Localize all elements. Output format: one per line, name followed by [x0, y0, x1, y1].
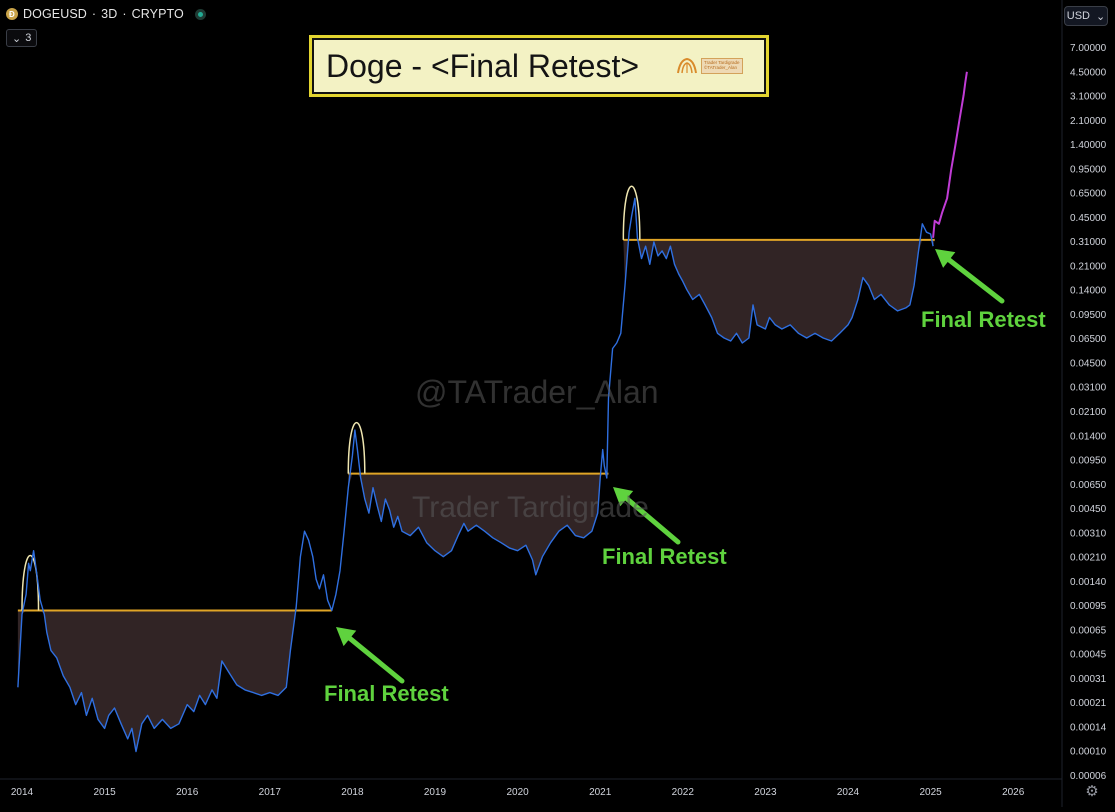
y-tick-label: 0.95000 [1070, 164, 1107, 175]
logo-text: Trader Tardigrade ©TATrader_Alan [701, 58, 743, 74]
annotation-final-retest: Final Retest [602, 544, 727, 569]
y-tick-label: 0.06500 [1070, 334, 1107, 345]
x-tick-label: 2026 [1002, 787, 1025, 798]
annotation-final-retest: Final Retest [921, 307, 1046, 332]
tardigrade-icon [677, 57, 697, 74]
y-tick-label: 0.00450 [1070, 504, 1107, 515]
market-status-icon [194, 8, 206, 20]
y-tick-label: 0.00006 [1070, 771, 1107, 782]
x-tick-label: 2025 [919, 787, 942, 798]
x-tick-label: 2014 [11, 787, 34, 798]
projection-line [932, 71, 968, 238]
y-tick-label: 0.45000 [1070, 213, 1107, 224]
logo-line-2: ©TATrader_Alan [704, 65, 737, 70]
y-tick-label: 0.00031 [1070, 674, 1107, 685]
indicator-count: 3 [25, 32, 32, 44]
y-tick-label: 0.03100 [1070, 383, 1107, 394]
peak-arc [21, 555, 40, 611]
arrow-head [935, 249, 956, 268]
arrow-shaft [946, 257, 1005, 304]
y-tick-label: 0.14000 [1070, 286, 1107, 297]
currency-selector[interactable]: USD ⌄ [1064, 6, 1108, 26]
y-tick-label: 1.40000 [1070, 140, 1107, 151]
indicators-toggle[interactable]: ⌄ 3 [6, 29, 38, 47]
separator: · [91, 7, 97, 21]
price-line [17, 197, 934, 753]
y-tick-label: 0.04500 [1070, 358, 1107, 369]
cup-fill [348, 473, 609, 575]
x-tick-label: 2015 [93, 787, 116, 798]
chevron-down-icon: ⌄ [12, 32, 22, 45]
y-tick-label: 4.50000 [1070, 67, 1107, 78]
y-tick-label: 0.00950 [1070, 456, 1107, 467]
symbol-header[interactable]: Ð DOGEUSD · 3D · CRYPTO [6, 7, 206, 21]
y-tick-label: 0.00140 [1070, 577, 1107, 588]
peak-arc [622, 185, 641, 240]
gear-icon[interactable]: ⚙ [1085, 783, 1099, 800]
y-tick-label: 0.00310 [1070, 528, 1107, 539]
watermark-brand: Trader Tardigrade [412, 491, 649, 524]
arrow-shaft [624, 496, 681, 545]
y-tick-label: 0.65000 [1070, 189, 1107, 200]
doge-coin-icon: Ð [6, 8, 18, 20]
arrow-shaft [347, 635, 405, 684]
y-tick-label: 0.00014 [1070, 722, 1107, 733]
y-tick-label: 0.01400 [1070, 431, 1107, 442]
x-tick-label: 2018 [341, 787, 364, 798]
y-tick-label: 0.00095 [1070, 601, 1107, 612]
y-tick-label: 0.00210 [1070, 553, 1107, 564]
cup-fill [623, 239, 935, 343]
arrow-head [613, 487, 634, 507]
chart-title-box: Doge - <Final Retest> Trader Tardigrade … [309, 35, 769, 97]
x-tick-label: 2023 [754, 787, 777, 798]
y-tick-label: 0.00065 [1070, 625, 1107, 636]
arrow-head [336, 627, 357, 647]
logo-line-1: Trader Tardigrade [704, 60, 740, 65]
currency-label: USD [1066, 10, 1090, 22]
y-tick-label: 0.21000 [1070, 261, 1107, 272]
x-tick-label: 2021 [589, 787, 612, 798]
x-tick-label: 2020 [506, 787, 529, 798]
y-tick-label: 0.00045 [1070, 650, 1107, 661]
y-tick-label: 2.10000 [1070, 116, 1107, 127]
cup-fill [17, 610, 332, 752]
y-tick-label: 0.31000 [1070, 237, 1107, 248]
trader-tardigrade-logo: Trader Tardigrade ©TATrader_Alan [676, 56, 748, 76]
peak-arc [347, 422, 366, 474]
chevron-down-icon: ⌄ [1096, 10, 1106, 23]
y-tick-label: 0.02100 [1070, 407, 1107, 418]
interval: 3D [101, 7, 118, 21]
y-tick-label: 7.00000 [1070, 43, 1107, 54]
market: CRYPTO [131, 7, 184, 21]
annotation-final-retest: Final Retest [324, 681, 449, 706]
y-tick-label: 0.00010 [1070, 747, 1107, 758]
y-tick-label: 0.09500 [1070, 310, 1107, 321]
x-tick-label: 2017 [259, 787, 282, 798]
x-tick-label: 2024 [837, 787, 860, 798]
x-tick-label: 2019 [424, 787, 447, 798]
x-tick-label: 2022 [672, 787, 695, 798]
watermark-handle: @TATrader_Alan [415, 374, 659, 410]
x-tick-label: 2016 [176, 787, 199, 798]
y-tick-label: 3.10000 [1070, 92, 1107, 103]
chart-title: Doge - <Final Retest> [326, 48, 640, 84]
separator: · [122, 7, 127, 21]
y-tick-label: 0.00650 [1070, 480, 1107, 491]
symbol-name: DOGEUSD [23, 7, 87, 21]
y-tick-label: 0.00021 [1070, 698, 1107, 709]
